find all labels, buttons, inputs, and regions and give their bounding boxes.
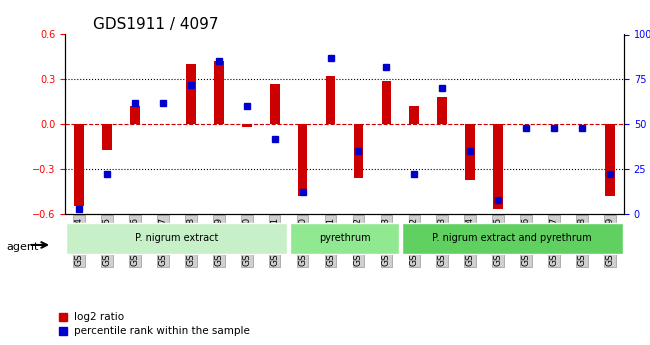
Bar: [270, 84, 280, 124]
Bar: [382, 81, 391, 124]
Text: P. nigrum extract: P. nigrum extract: [135, 233, 218, 243]
Bar: [102, 124, 112, 150]
Bar: [214, 61, 224, 124]
Bar: [298, 124, 307, 196]
Bar: [130, 106, 140, 124]
Text: GDS1911 / 4097: GDS1911 / 4097: [93, 17, 218, 32]
FancyBboxPatch shape: [66, 223, 287, 254]
Bar: [354, 124, 363, 178]
Bar: [186, 65, 196, 124]
Text: log2 ratio: log2 ratio: [74, 313, 124, 322]
Text: pyrethrum: pyrethrum: [318, 233, 370, 243]
Bar: [326, 76, 335, 124]
Bar: [493, 124, 503, 209]
FancyBboxPatch shape: [290, 223, 399, 254]
Bar: [465, 124, 475, 179]
Text: percentile rank within the sample: percentile rank within the sample: [74, 326, 250, 336]
Bar: [74, 124, 84, 206]
Bar: [410, 106, 419, 124]
Text: agent: agent: [6, 242, 39, 252]
FancyBboxPatch shape: [402, 223, 623, 254]
Bar: [242, 124, 252, 127]
Text: P. nigrum extract and pyrethrum: P. nigrum extract and pyrethrum: [432, 233, 592, 243]
Bar: [605, 124, 615, 196]
Bar: [437, 97, 447, 124]
